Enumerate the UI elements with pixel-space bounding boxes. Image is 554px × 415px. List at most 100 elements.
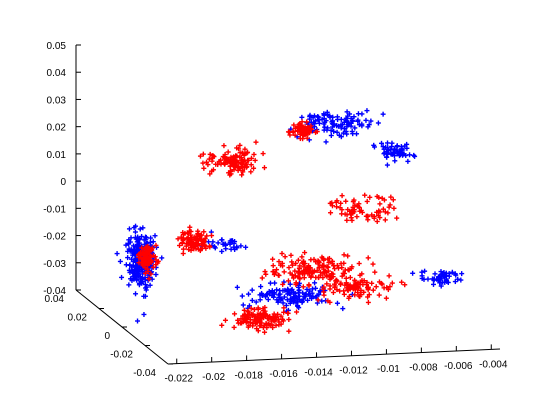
data-point (339, 273, 345, 279)
data-point (337, 281, 343, 287)
data-point (334, 129, 340, 135)
data-point (281, 305, 287, 311)
data-point (150, 239, 156, 245)
data-point (248, 155, 254, 161)
data-point (340, 130, 346, 136)
data-point (436, 274, 442, 280)
data-point (251, 306, 257, 312)
data-point (313, 259, 319, 265)
data-point (248, 162, 254, 168)
data-point (210, 153, 216, 159)
data-point (278, 321, 284, 327)
data-point (191, 234, 197, 240)
data-point (334, 300, 340, 306)
data-point (299, 299, 305, 305)
data-point (248, 305, 254, 311)
data-point (175, 236, 181, 242)
data-point (289, 286, 295, 292)
data-point (180, 246, 186, 252)
data-point (296, 293, 302, 299)
data-point (350, 118, 356, 124)
data-point (389, 144, 395, 150)
data-point (271, 294, 277, 300)
data-point (399, 279, 405, 285)
data-point (262, 305, 268, 311)
data-point (316, 114, 322, 120)
data-point (135, 234, 141, 240)
data-point (431, 276, 437, 282)
data-point (316, 120, 322, 126)
data-point (200, 160, 206, 166)
data-point (332, 283, 338, 289)
data-point (242, 318, 248, 324)
data-point (334, 278, 340, 284)
data-point (295, 257, 301, 263)
data-point (276, 259, 282, 265)
data-point (330, 118, 336, 124)
data-point (237, 165, 243, 171)
data-point (143, 254, 149, 260)
data-point (286, 328, 292, 334)
data-point (138, 249, 144, 255)
data-point (184, 236, 190, 242)
data-point (130, 268, 136, 274)
data-point (302, 271, 308, 277)
data-point (302, 250, 308, 256)
data-point (253, 316, 259, 322)
data-point (307, 288, 313, 294)
data-point (421, 276, 427, 282)
data-point (385, 210, 391, 216)
data-point (237, 142, 243, 148)
data-point (270, 263, 276, 269)
data-point (359, 121, 365, 127)
data-point (347, 284, 353, 290)
data-point (257, 313, 263, 319)
data-point (385, 287, 391, 293)
data-point (365, 299, 371, 305)
data-point (370, 287, 376, 293)
data-point (188, 232, 194, 238)
data-point (280, 281, 286, 287)
data-point (388, 194, 394, 200)
data-point (257, 297, 263, 303)
data-point (312, 280, 318, 286)
data-point (134, 268, 140, 274)
data-point (312, 118, 318, 124)
data-point (314, 129, 320, 135)
data-point (285, 278, 291, 284)
data-point (344, 217, 350, 223)
data-point (327, 276, 333, 282)
data-point (227, 172, 233, 178)
data-point (306, 130, 312, 136)
y-tick-label: 0.02 (68, 313, 88, 324)
data-point (146, 255, 152, 261)
data-point (221, 241, 227, 247)
data-point (379, 140, 385, 146)
data-point (303, 291, 309, 297)
data-point (114, 251, 120, 257)
data-point (315, 297, 321, 303)
data-point (350, 131, 356, 137)
data-point (246, 157, 252, 163)
data-point (285, 310, 291, 316)
data-point (234, 145, 240, 151)
data-point (303, 267, 309, 273)
data-point (209, 233, 215, 239)
data-point (340, 270, 346, 276)
data-point (152, 233, 158, 239)
data-point (282, 254, 288, 260)
data-point (140, 225, 146, 231)
data-point (329, 200, 335, 206)
data-point (360, 282, 366, 288)
data-point (279, 260, 285, 266)
data-point (136, 282, 142, 288)
data-point (443, 270, 449, 276)
data-point (259, 275, 265, 281)
data-point (376, 292, 382, 298)
data-point (369, 280, 375, 286)
data-point (437, 280, 443, 286)
data-point (207, 171, 213, 177)
data-point (327, 114, 333, 120)
data-point (273, 323, 279, 329)
data-point (250, 323, 256, 329)
